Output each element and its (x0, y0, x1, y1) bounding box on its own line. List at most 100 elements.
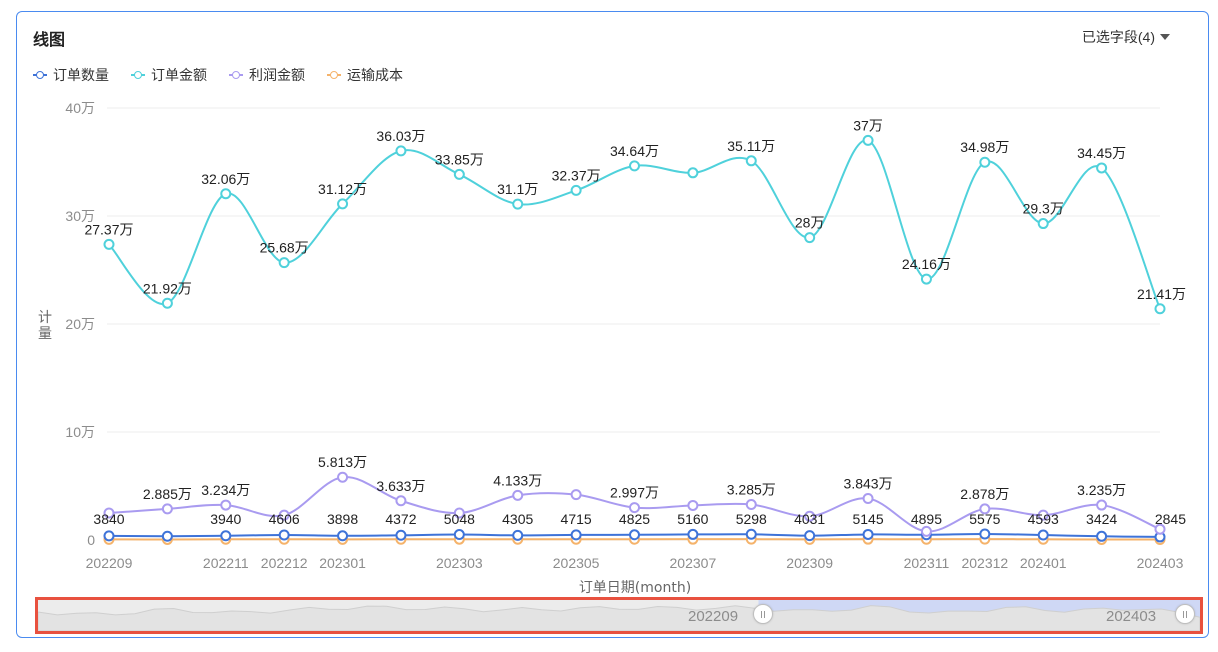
data-point (103, 238, 115, 250)
data-point (395, 145, 407, 157)
data-label: 36.03万 (376, 128, 425, 144)
data-label: 34.45万 (1077, 145, 1126, 161)
data-point (103, 530, 115, 542)
data-point (220, 188, 232, 200)
data-point (395, 529, 407, 541)
data-point (979, 528, 991, 540)
data-label: 3.843万 (844, 475, 893, 491)
data-point (570, 184, 582, 196)
legend-item-profit-amount[interactable]: 利润金额 (229, 65, 305, 85)
data-point (804, 232, 816, 244)
legend-label: 订单数量 (53, 67, 109, 83)
data-label: 3898 (327, 511, 358, 527)
data-point (453, 507, 465, 519)
data-zoom-slider[interactable]: 202209 202403 (35, 597, 1203, 634)
data-point (161, 530, 173, 542)
data-label: 21.92万 (143, 280, 192, 296)
x-axis-label: 订单日期(month) (579, 580, 691, 596)
data-label: 32.37万 (552, 167, 601, 183)
data-point (1096, 499, 1108, 511)
data-label: 35.11万 (727, 138, 775, 154)
y-axis-label-char: 量 (38, 326, 52, 342)
data-point (745, 155, 757, 167)
data-label: 5.813万 (318, 454, 367, 470)
data-point (453, 168, 465, 180)
x-tick-label: 202305 (553, 555, 600, 571)
data-label: 4593 (1028, 511, 1059, 527)
zoom-start-handle[interactable] (753, 604, 773, 624)
data-label: 32.06万 (201, 171, 250, 187)
x-tick-label: 202212 (261, 555, 308, 571)
data-label: 33.85万 (435, 151, 484, 167)
data-point (337, 198, 349, 210)
data-label: 2.885万 (143, 486, 192, 502)
data-point (687, 499, 699, 511)
data-label: 4825 (619, 511, 650, 527)
x-tick-label: 202301 (319, 555, 366, 571)
data-point (570, 529, 582, 541)
data-point (220, 530, 232, 542)
data-point (920, 525, 932, 537)
data-point (1096, 162, 1108, 174)
data-label: 2.997万 (610, 485, 659, 501)
data-point (337, 530, 349, 542)
data-point (1037, 218, 1049, 230)
data-label: 3424 (1086, 511, 1117, 527)
data-label: 24.16万 (902, 256, 951, 272)
data-point (687, 528, 699, 540)
legend-item-order-amount[interactable]: 订单金额 (131, 65, 207, 85)
data-label: 25.68万 (260, 240, 309, 256)
selected-fields-dropdown[interactable]: 已选字段(4) (1082, 27, 1170, 47)
data-label: 2845 (1155, 511, 1186, 527)
y-tick-label: 40万 (65, 100, 95, 116)
legend-item-shipping-cost[interactable]: 运输成本 (327, 65, 403, 85)
data-label: 3.235万 (1077, 482, 1126, 498)
data-label: 4606 (269, 511, 300, 527)
zoom-end-label: 202403 (1106, 608, 1157, 625)
y-tick-label: 30万 (65, 208, 95, 224)
legend-line-dot-icon (327, 70, 341, 80)
zoom-start-label: 202209 (688, 608, 739, 625)
data-point (629, 160, 640, 172)
data-label: 31.12万 (318, 181, 367, 197)
data-point (395, 495, 407, 507)
data-point (862, 528, 874, 540)
legend-line-dot-icon (131, 70, 145, 80)
data-point (161, 503, 173, 515)
legend-item-order-count[interactable]: 订单数量 (33, 65, 109, 85)
data-label: 3.234万 (201, 482, 250, 498)
data-point (745, 528, 757, 540)
data-label: 37万 (853, 117, 883, 133)
data-label: 4.133万 (493, 472, 542, 488)
data-point (920, 273, 932, 285)
data-point (804, 530, 816, 542)
x-tick-label: 202403 (1137, 555, 1184, 571)
data-label: 34.64万 (610, 143, 659, 159)
data-point (979, 156, 991, 168)
legend-label: 运输成本 (347, 67, 403, 83)
data-label: 28万 (795, 215, 825, 231)
data-label: 27.37万 (84, 221, 133, 237)
chart-title: 线图 (33, 32, 66, 49)
data-point (161, 297, 173, 309)
data-label: 2.878万 (960, 486, 1009, 502)
data-label: 5575 (969, 511, 1000, 527)
data-label: 31.1万 (497, 181, 538, 197)
data-label: 3.285万 (727, 482, 776, 498)
data-point (220, 499, 232, 511)
data-label: 3.633万 (376, 478, 425, 494)
data-point (1037, 529, 1049, 541)
data-label: 4715 (561, 511, 592, 527)
data-point (745, 499, 757, 511)
zoom-end-handle[interactable] (1175, 604, 1195, 624)
legend-label: 利润金额 (249, 67, 305, 83)
data-label: 5048 (444, 511, 475, 527)
data-point (1154, 303, 1166, 315)
x-tick-label: 202209 (86, 555, 133, 571)
data-point (804, 510, 816, 522)
data-point (512, 198, 524, 210)
data-label: 5298 (736, 511, 767, 527)
data-point (1154, 523, 1166, 535)
data-point (278, 509, 290, 521)
data-point (512, 529, 524, 541)
